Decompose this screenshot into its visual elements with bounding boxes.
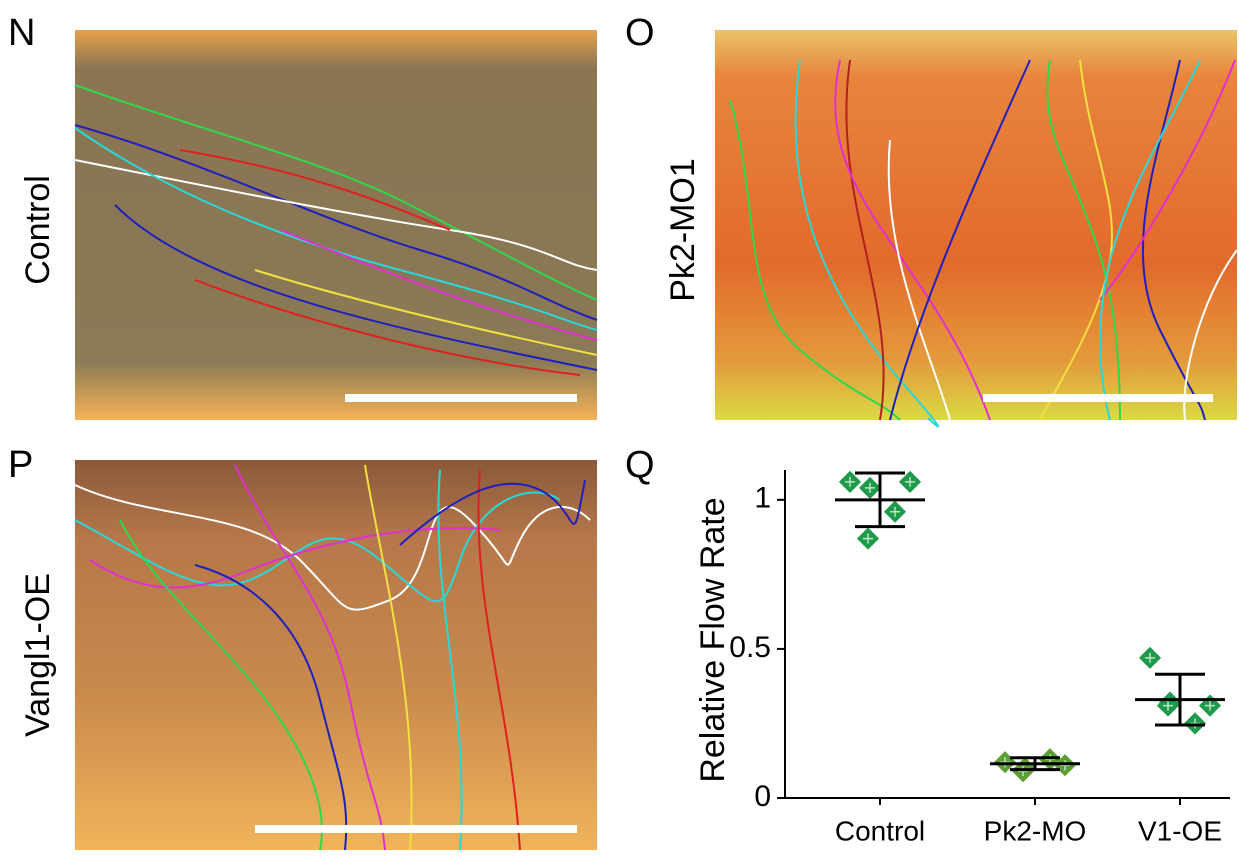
panel-p: P Vangl1-OE [8, 444, 597, 851]
point-cross [890, 506, 900, 517]
panel-label: Q [625, 444, 655, 486]
panel-title: Vangl1-OE [19, 573, 57, 737]
tracks [74, 464, 591, 851]
panel-title: Control [19, 175, 57, 285]
point-cross [845, 476, 855, 487]
y-tick-label: 0.5 [729, 631, 771, 664]
panel-title: Pk2-MO1 [664, 158, 702, 302]
panel-label: O [625, 12, 655, 54]
x-tick-label: Control [835, 815, 925, 846]
point-cross [905, 476, 915, 487]
error-bar [855, 471, 905, 529]
error-bar [1010, 756, 1060, 772]
y-tick-label: 1 [754, 482, 771, 515]
scale-bar [255, 825, 577, 833]
scale-bar [983, 394, 1213, 402]
point-cross [1145, 652, 1155, 663]
micrograph [75, 30, 597, 420]
panel-o: O Pk2-MO1 [625, 12, 1238, 428]
tracks [729, 59, 1238, 428]
point-cross [1163, 700, 1173, 711]
micrograph [715, 30, 1237, 420]
error-bar [1155, 672, 1205, 727]
point-cross [1205, 700, 1215, 711]
point-cross [863, 533, 873, 544]
panel-label: N [8, 12, 35, 54]
point-cross [865, 482, 875, 493]
panel-q: Q Relative Flow Rate 0 0.5 1 Control Pk2-MO V… [625, 444, 1230, 846]
tracks [74, 84, 598, 376]
x-tick-label: Pk2-MO [984, 815, 1087, 846]
panel-n: N Control [8, 12, 598, 420]
micrograph [75, 460, 597, 850]
panel-label: P [8, 444, 33, 486]
y-tick-label: 0 [754, 780, 771, 813]
x-tick-label: V1-OE [1138, 815, 1222, 846]
y-axis-label: Relative Flow Rate [694, 497, 732, 782]
scale-bar [345, 394, 577, 402]
